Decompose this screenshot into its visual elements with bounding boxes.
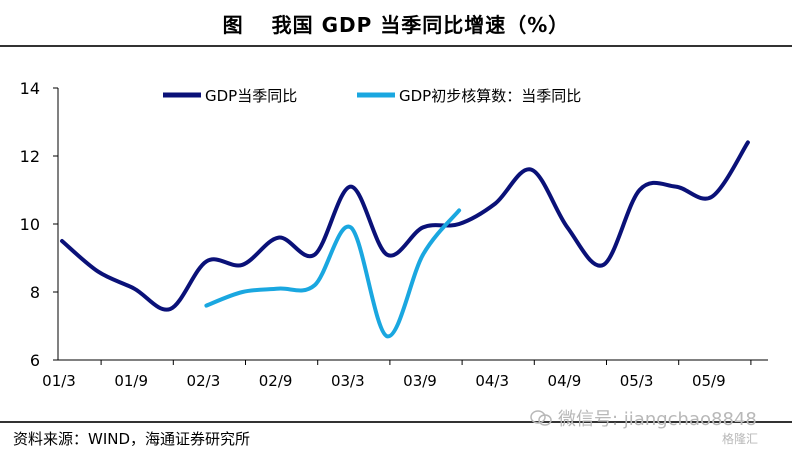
x-tick-label: 05/3	[620, 372, 654, 390]
y-tick-label: 10	[20, 215, 40, 234]
x-tick-label: 04/3	[475, 372, 509, 390]
x-tick-label: 01/9	[114, 372, 148, 390]
title-rule	[0, 45, 792, 47]
source-note: 资料来源：WIND，海通证券研究所	[13, 430, 251, 448]
title-text: 我国 GDP 当季同比增速（%）	[271, 12, 570, 37]
x-tick-label: 04/9	[548, 372, 582, 390]
series-line-1	[60, 140, 750, 312]
x-tick-label: 01/3	[42, 372, 76, 390]
legend-label-2: GDP初步核算数：当季同比	[399, 87, 581, 105]
legend-label-1: GDP当季同比	[205, 87, 297, 105]
x-tick-label: 03/9	[403, 372, 437, 390]
x-tick-label: 02/3	[187, 372, 221, 390]
x-tick-label: 03/3	[331, 372, 365, 390]
x-tick-label: 02/9	[259, 372, 293, 390]
figure-label: 图	[222, 12, 244, 37]
source-rule	[0, 421, 792, 423]
wechat-icon	[530, 410, 552, 426]
watermark-wechat: 微信号: jiangchao8848	[558, 409, 757, 430]
x-tick-label: 05/9	[692, 372, 726, 390]
watermark-brand: 格隆汇	[722, 432, 759, 446]
series-line-2	[204, 208, 462, 339]
y-tick-label: 14	[20, 79, 40, 98]
y-tick-label: 8	[30, 283, 40, 302]
y-tick-label: 12	[20, 147, 40, 166]
chart-title: 图 我国 GDP 当季同比增速（%）	[0, 0, 792, 46]
watermark: 微信号: jiangchao8848	[530, 405, 757, 431]
y-tick-label: 6	[30, 351, 40, 370]
